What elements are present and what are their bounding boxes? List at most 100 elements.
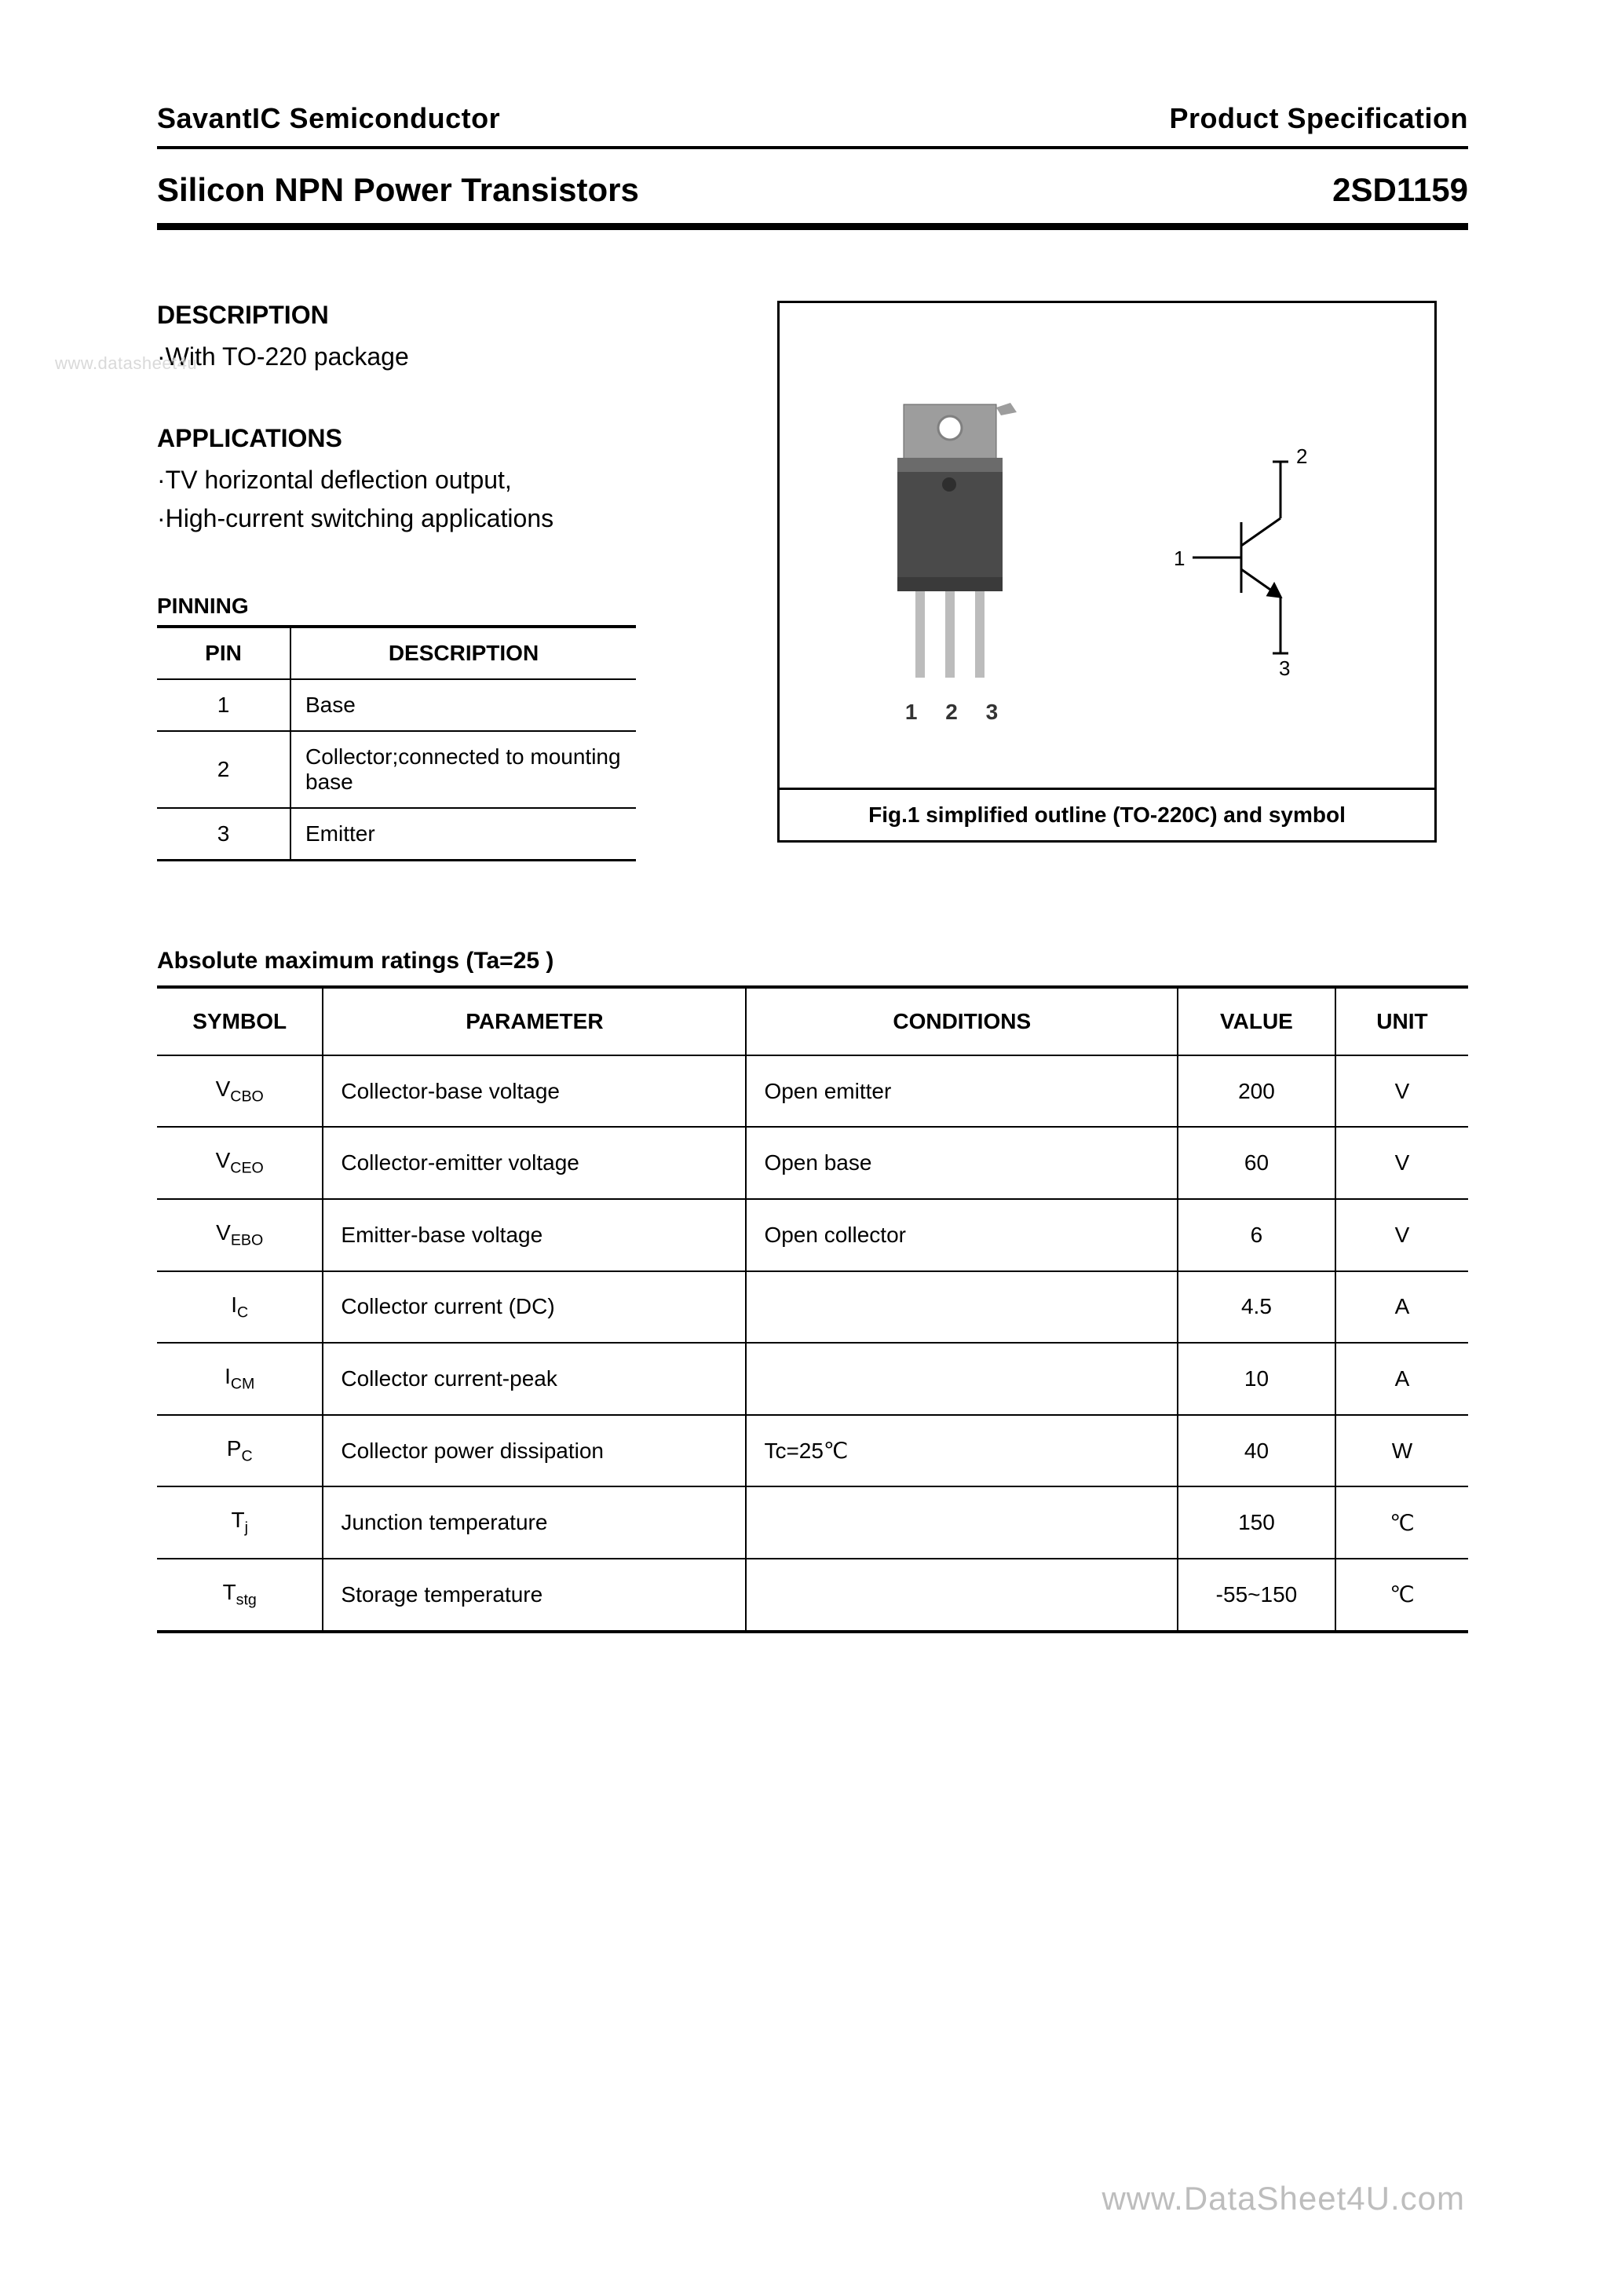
company-name: SavantIC Semiconductor xyxy=(157,102,500,135)
rating-parameter: Collector current-peak xyxy=(323,1343,746,1415)
rating-parameter: Emitter-base voltage xyxy=(323,1199,746,1271)
table-row: 2 Collector;connected to mounting base xyxy=(157,731,636,808)
table-row: PCCollector power dissipationTc=25℃40W xyxy=(157,1415,1468,1487)
table-row: VEBOEmitter-base voltageOpen collector6V xyxy=(157,1199,1468,1271)
applications-line-1: ·High-current switching applications xyxy=(157,499,636,539)
two-column-layout: DESCRIPTION ·With TO-220 package APPLICA… xyxy=(157,301,1468,861)
header-row: SavantIC Semiconductor Product Specifica… xyxy=(157,102,1468,135)
pin-desc: Emitter xyxy=(290,808,636,861)
table-row: VCEOCollector-emitter voltageOpen base60… xyxy=(157,1127,1468,1199)
package-outline: 1 2 3 xyxy=(879,398,1028,725)
desc-col-header: DESCRIPTION xyxy=(290,627,636,679)
rating-parameter: Collector power dissipation xyxy=(323,1415,746,1487)
rating-unit: A xyxy=(1335,1271,1468,1344)
rating-parameter: Collector current (DC) xyxy=(323,1271,746,1344)
to220-icon xyxy=(879,398,1028,689)
rating-symbol: Tstg xyxy=(157,1559,323,1632)
rating-unit: ℃ xyxy=(1335,1486,1468,1559)
applications-line-0: ·TV horizontal deflection output, xyxy=(157,461,636,500)
col-header-symbol: SYMBOL xyxy=(157,987,323,1055)
rating-conditions: Open base xyxy=(746,1127,1178,1199)
rating-parameter: Collector-emitter voltage xyxy=(323,1127,746,1199)
pinning-heading: PINNING xyxy=(157,594,636,619)
applications-heading: APPLICATIONS xyxy=(157,424,636,453)
rating-symbol: Tj xyxy=(157,1486,323,1559)
rating-symbol: VCBO xyxy=(157,1055,323,1128)
pin-number: 2 xyxy=(157,731,290,808)
rating-conditions xyxy=(746,1343,1178,1415)
rating-value: 200 xyxy=(1178,1055,1335,1128)
divider-thin xyxy=(157,146,1468,149)
divider-thick xyxy=(157,223,1468,230)
left-column: DESCRIPTION ·With TO-220 package APPLICA… xyxy=(157,301,636,861)
rating-value: -55~150 xyxy=(1178,1559,1335,1632)
rating-unit: A xyxy=(1335,1343,1468,1415)
page-content: SavantIC Semiconductor Product Specifica… xyxy=(157,102,1468,1633)
rating-symbol: VCEO xyxy=(157,1127,323,1199)
rating-value: 150 xyxy=(1178,1486,1335,1559)
table-row: SYMBOL PARAMETER CONDITIONS VALUE UNIT xyxy=(157,987,1468,1055)
content-area: www.datasheet4u DESCRIPTION ·With TO-220… xyxy=(157,301,1468,1633)
table-row: ICCollector current (DC) 4.5A xyxy=(157,1271,1468,1344)
figure-content: 1 2 3 xyxy=(780,303,1434,788)
doc-type: Product Specification xyxy=(1169,102,1468,135)
pin-desc: Collector;connected to mounting base xyxy=(290,731,636,808)
rating-conditions: Tc=25℃ xyxy=(746,1415,1178,1487)
symbol-label-collector: 2 xyxy=(1296,444,1307,468)
symbol-label-emitter: 3 xyxy=(1279,656,1290,680)
title-row: Silicon NPN Power Transistors 2SD1159 xyxy=(157,171,1468,209)
rating-conditions: Open collector xyxy=(746,1199,1178,1271)
ratings-heading: Absolute maximum ratings (Ta=25 ) xyxy=(157,948,1468,974)
right-column: 1 2 3 xyxy=(777,301,1437,843)
rating-parameter: Collector-base voltage xyxy=(323,1055,746,1128)
rating-value: 6 xyxy=(1178,1199,1335,1271)
rating-symbol: VEBO xyxy=(157,1199,323,1271)
watermark-left: www.datasheet4u xyxy=(55,353,197,374)
transistor-symbol: 1 2 3 xyxy=(1163,440,1335,683)
description-line-0: ·With TO-220 package xyxy=(157,338,636,377)
rating-unit: V xyxy=(1335,1055,1468,1128)
table-row: 1 Base xyxy=(157,679,636,731)
rating-unit: V xyxy=(1335,1127,1468,1199)
rating-value: 4.5 xyxy=(1178,1271,1335,1344)
col-header-unit: UNIT xyxy=(1335,987,1468,1055)
table-row: ICMCollector current-peak 10A xyxy=(157,1343,1468,1415)
package-pin-labels: 1 2 3 xyxy=(897,700,1009,725)
col-header-parameter: PARAMETER xyxy=(323,987,746,1055)
rating-parameter: Storage temperature xyxy=(323,1559,746,1632)
description-heading: DESCRIPTION xyxy=(157,301,636,330)
part-number: 2SD1159 xyxy=(1332,171,1468,209)
col-header-conditions: CONDITIONS xyxy=(746,987,1178,1055)
rating-parameter: Junction temperature xyxy=(323,1486,746,1559)
pin-number: 3 xyxy=(157,808,290,861)
figure-box: 1 2 3 xyxy=(777,301,1437,843)
ratings-table: SYMBOL PARAMETER CONDITIONS VALUE UNIT V… xyxy=(157,985,1468,1633)
footer-watermark: www.DataSheet4U.com xyxy=(1101,2180,1465,2217)
rating-value: 40 xyxy=(1178,1415,1335,1487)
rating-unit: V xyxy=(1335,1199,1468,1271)
product-title: Silicon NPN Power Transistors xyxy=(157,171,639,209)
table-row: VCBOCollector-base voltageOpen emitter20… xyxy=(157,1055,1468,1128)
rating-value: 60 xyxy=(1178,1127,1335,1199)
rating-symbol: IC xyxy=(157,1271,323,1344)
pin-desc: Base xyxy=(290,679,636,731)
rating-symbol: PC xyxy=(157,1415,323,1487)
npn-symbol-icon: 1 2 3 xyxy=(1163,440,1335,683)
rating-symbol: ICM xyxy=(157,1343,323,1415)
table-row: TjJunction temperature 150℃ xyxy=(157,1486,1468,1559)
pin-col-header: PIN xyxy=(157,627,290,679)
table-row: PIN DESCRIPTION xyxy=(157,627,636,679)
col-header-value: VALUE xyxy=(1178,987,1335,1055)
pinning-table: PIN DESCRIPTION 1 Base 2 Collector;conne… xyxy=(157,625,636,861)
rating-conditions xyxy=(746,1271,1178,1344)
rating-conditions: Open emitter xyxy=(746,1055,1178,1128)
symbol-label-base: 1 xyxy=(1174,547,1185,570)
rating-value: 10 xyxy=(1178,1343,1335,1415)
rating-conditions xyxy=(746,1486,1178,1559)
rating-unit: W xyxy=(1335,1415,1468,1487)
figure-caption: Fig.1 simplified outline (TO-220C) and s… xyxy=(780,788,1434,840)
table-row: TstgStorage temperature -55~150℃ xyxy=(157,1559,1468,1632)
pin-number: 1 xyxy=(157,679,290,731)
table-row: 3 Emitter xyxy=(157,808,636,861)
rating-unit: ℃ xyxy=(1335,1559,1468,1632)
